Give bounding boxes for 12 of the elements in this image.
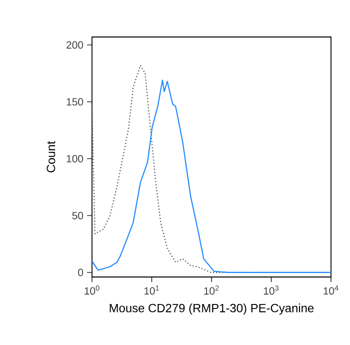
x-tick-label: 10$^{2}$ <box>204 286 219 295</box>
y-tick-label: 50 <box>72 212 84 220</box>
x-axis-title: Mouse CD279 (RMP1-30) PE-Cyanine <box>110 304 314 315</box>
y-tick-label: 100 <box>66 155 84 162</box>
y-axis-title: Count <box>46 141 56 172</box>
y-tick-label: 200 <box>66 41 84 49</box>
x-tick-label: 10$^{1}$ <box>144 286 159 295</box>
x-tick-label: 10$^{3}$ <box>264 286 279 295</box>
y-tick-label: 150 <box>66 98 84 106</box>
x-tick-label: 10$^{4}$ <box>324 286 338 295</box>
y-tick-label: 0 <box>78 268 84 276</box>
x-tick-label: 10$^{0}$ <box>84 286 100 295</box>
